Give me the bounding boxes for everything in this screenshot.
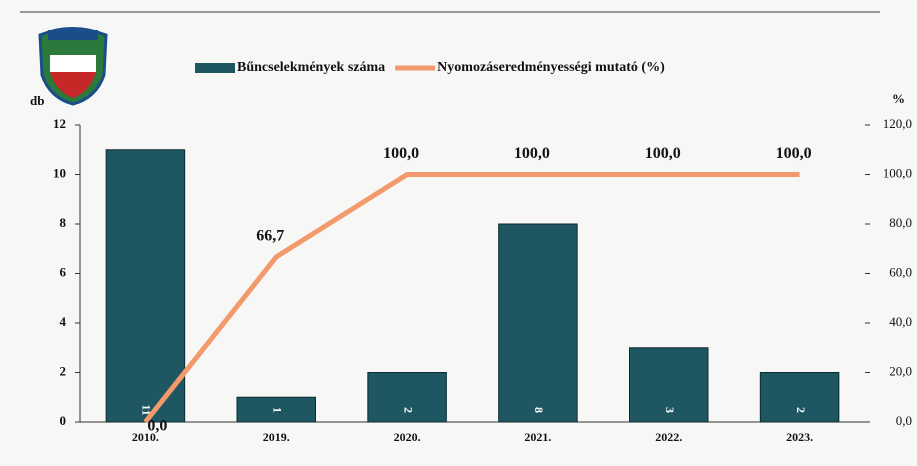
y-tick-label: 2 <box>60 363 67 378</box>
x-tick-label: 2021. <box>524 430 551 444</box>
bar <box>105 149 186 423</box>
bar-label: 1 <box>271 407 285 413</box>
line-label: 100,0 <box>645 145 681 162</box>
y-tick-label: 0 <box>60 413 67 428</box>
y2-tick-label: 100,0 <box>883 165 912 180</box>
bar <box>236 396 316 423</box>
line-label: 0,0 <box>147 418 167 435</box>
line-label: 100,0 <box>776 145 812 162</box>
y2-tick-label: 20,0 <box>889 363 912 378</box>
y-tick-label: 6 <box>60 264 67 279</box>
y-axis-label: db <box>30 93 44 108</box>
bar <box>629 347 709 423</box>
y-tick-label: 8 <box>60 215 67 230</box>
x-tick-label: 2022. <box>655 430 682 444</box>
line-label: 100,0 <box>383 145 419 162</box>
y2-tick-label: 120,0 <box>883 116 912 131</box>
y2-tick-label: 40,0 <box>889 314 912 329</box>
bar-label: 11 <box>140 404 154 415</box>
y2-tick-label: 60,0 <box>889 264 912 279</box>
y2-tick-label: 80,0 <box>889 215 912 230</box>
bar-label: 2 <box>401 407 415 413</box>
legend-label: Bűncselekmények száma <box>237 60 385 75</box>
bar <box>367 372 447 423</box>
y-tick-label: 12 <box>53 116 66 131</box>
bar-label: 8 <box>532 407 546 413</box>
x-tick-label: 2023. <box>786 430 813 444</box>
bar <box>759 372 840 423</box>
y-tick-label: 4 <box>60 314 67 329</box>
y2-axis-label: % <box>892 91 905 106</box>
x-tick-label: 2019. <box>263 430 290 444</box>
y2-tick-label: 0,0 <box>896 413 912 428</box>
legend-swatch <box>195 63 235 73</box>
bar-label: 3 <box>663 407 677 413</box>
bar <box>498 223 578 423</box>
logo <box>38 27 108 106</box>
y-tick-label: 10 <box>53 165 66 180</box>
bar-label: 2 <box>794 407 808 413</box>
line <box>143 172 800 424</box>
line-label: 66,7 <box>256 228 284 245</box>
line-label: 100,0 <box>514 145 550 162</box>
x-tick-label: 2010. <box>132 430 159 444</box>
x-tick-label: 2020. <box>394 430 421 444</box>
legend-label: Nyomozáseredményességi mutató (%) <box>437 60 665 75</box>
